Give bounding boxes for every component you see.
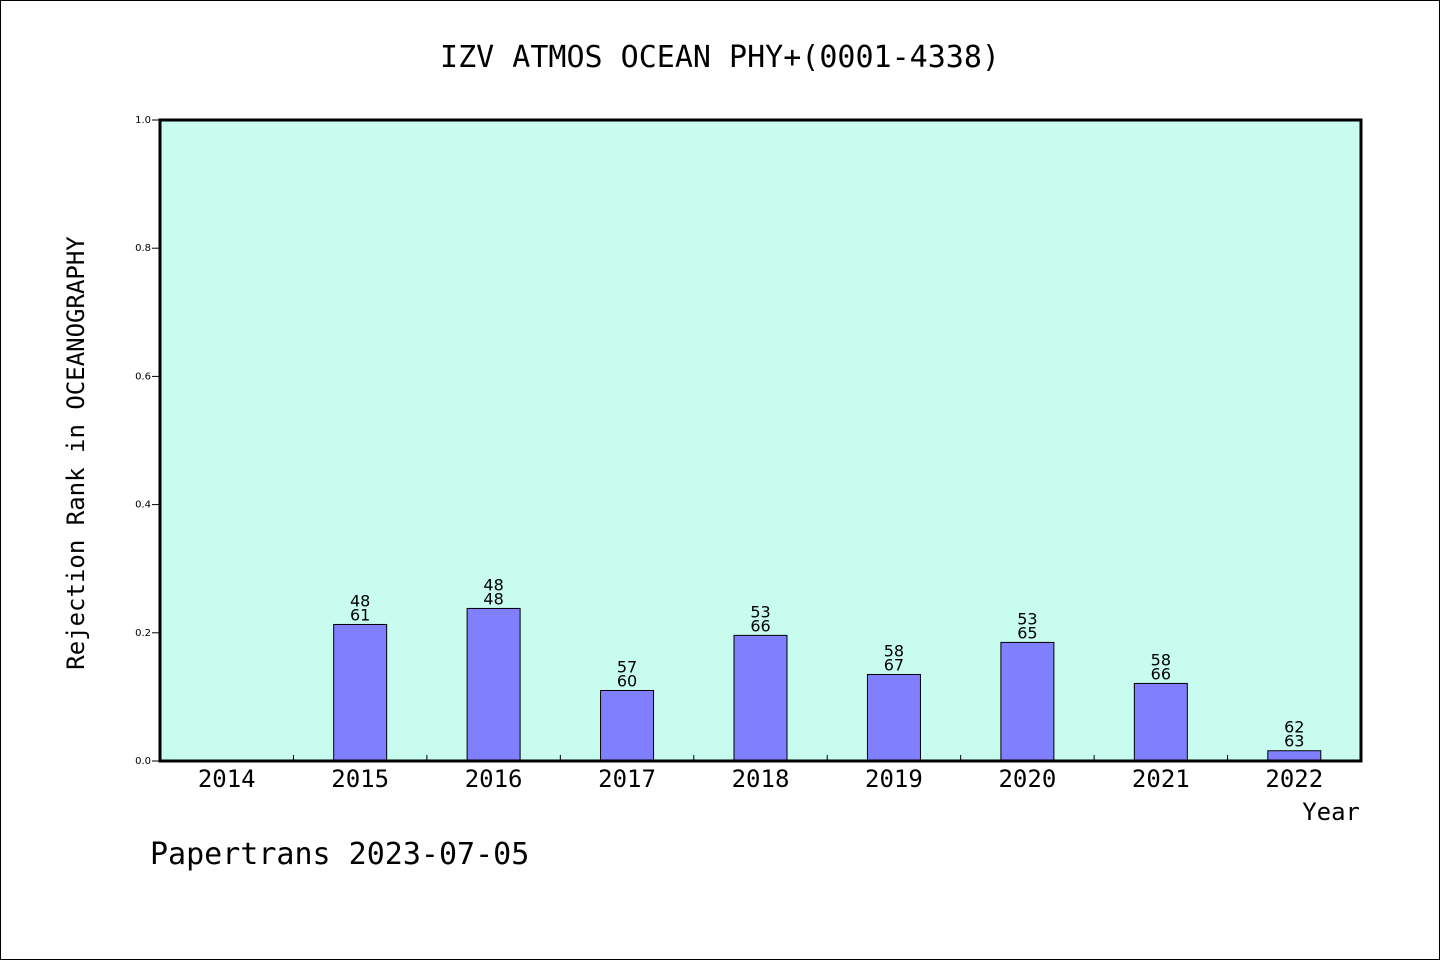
y-tick-label: 0.4 bbox=[135, 500, 151, 511]
bar bbox=[1000, 641, 1055, 762]
bar-data-label: 48 bbox=[483, 589, 503, 608]
bar-data-label: 67 bbox=[884, 655, 904, 674]
x-tick-label: 2014 bbox=[198, 765, 256, 793]
x-tick-label: 2015 bbox=[331, 765, 389, 793]
bar bbox=[866, 673, 921, 762]
bar-data-label: 62 bbox=[1284, 718, 1304, 737]
bar-data-label: 48 bbox=[350, 591, 370, 610]
bar-data-label: 58 bbox=[1151, 650, 1171, 669]
x-tick-label: 2019 bbox=[865, 765, 923, 793]
bar-data-label: 61 bbox=[350, 605, 370, 624]
y-axis: 0.0 0.2 0.4 0.6 0.8 1.0 bbox=[135, 115, 160, 767]
bar-data-label: 65 bbox=[1017, 623, 1037, 642]
y-axis-label: Rejection Rank in OCEANOGRAPHY bbox=[62, 236, 90, 670]
x-axis: 2014 2015 2016 2017 2018 2019 2020 2021 2022 bbox=[198, 755, 1323, 793]
bar bbox=[466, 607, 521, 762]
x-tick-label: 2022 bbox=[1265, 765, 1323, 793]
plot-border bbox=[158, 118, 1363, 763]
x-tick-label: 2017 bbox=[598, 765, 656, 793]
bar bbox=[733, 634, 788, 762]
bar-data-label: 58 bbox=[884, 641, 904, 660]
bar bbox=[1267, 750, 1322, 762]
bar-data-label: 60 bbox=[617, 671, 637, 690]
y-tick-label: 0.2 bbox=[135, 628, 151, 639]
y-tick-label: 0.8 bbox=[135, 243, 151, 254]
y-tick-label: 0.6 bbox=[135, 371, 151, 382]
x-tick-label: 2021 bbox=[1132, 765, 1190, 793]
y-tick-label: 1.0 bbox=[135, 115, 151, 126]
bar-data-label: 66 bbox=[750, 616, 770, 635]
x-tick-label: 2020 bbox=[998, 765, 1056, 793]
bar-data-label: 57 bbox=[617, 657, 637, 676]
bar-data-label: 66 bbox=[1151, 664, 1171, 683]
y-tick-label: 0.0 bbox=[135, 756, 151, 767]
bar-data-label: 53 bbox=[750, 602, 770, 621]
bars-layer bbox=[333, 607, 1322, 762]
bar-data-label: 48 bbox=[483, 575, 503, 594]
x-tick-label: 2018 bbox=[732, 765, 790, 793]
bar-data-label: 63 bbox=[1284, 732, 1304, 751]
bar bbox=[600, 689, 655, 762]
x-tick-label: 2016 bbox=[465, 765, 523, 793]
bar bbox=[333, 623, 388, 762]
chart-title: IZV ATMOS OCEAN PHY+(0001-4338) bbox=[440, 40, 1000, 75]
bar-data-label: 53 bbox=[1017, 609, 1037, 628]
x-axis-label: Year bbox=[1302, 798, 1360, 826]
footer-text: Papertrans 2023-07-05 bbox=[150, 837, 529, 872]
bar bbox=[1133, 682, 1188, 762]
